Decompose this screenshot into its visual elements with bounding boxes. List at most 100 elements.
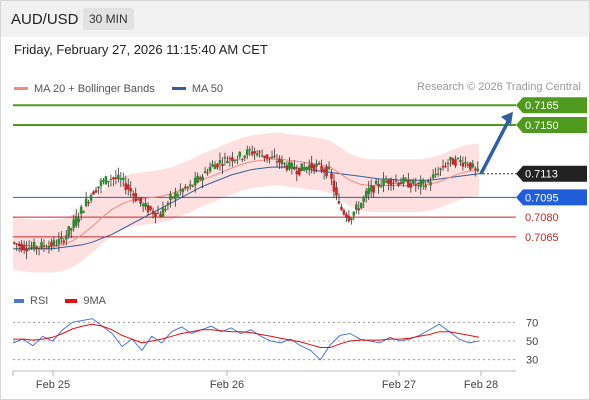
candle-body xyxy=(154,212,157,218)
candle-body xyxy=(273,155,276,157)
x-axis-label: Feb 28 xyxy=(464,379,498,391)
candle-body xyxy=(107,181,110,183)
candle-body xyxy=(119,178,123,180)
candle-body xyxy=(37,247,41,249)
candle-body xyxy=(367,188,370,195)
candle-body xyxy=(17,243,21,247)
credit-text: Research © 2026 Trading Central xyxy=(416,81,581,93)
legend-ma20: MA 20 + Bollinger Bands xyxy=(14,83,155,95)
candle-body xyxy=(109,178,113,180)
candle-body xyxy=(258,151,261,153)
candle-body xyxy=(196,176,199,183)
candle-body xyxy=(179,189,182,191)
candle-body xyxy=(449,156,452,161)
candle-body xyxy=(436,173,440,175)
rsi-line xyxy=(12,318,480,361)
candle-body xyxy=(451,158,455,165)
candle-body xyxy=(141,203,145,207)
ma20-line xyxy=(12,158,480,247)
candle-body xyxy=(461,162,465,167)
legend-rsi-label: RSI xyxy=(30,295,49,307)
candle-body xyxy=(476,168,480,172)
candle-body xyxy=(283,163,286,165)
candle-body xyxy=(362,197,366,202)
candle-body xyxy=(379,186,383,188)
candle-body xyxy=(139,197,142,204)
candle-body xyxy=(82,211,85,213)
candle-body xyxy=(32,241,36,250)
candle-body xyxy=(176,194,180,197)
candle-body xyxy=(471,163,475,168)
candle-body xyxy=(310,162,313,169)
candle-body xyxy=(340,206,343,210)
candle-body xyxy=(464,162,467,164)
candle-body xyxy=(429,182,432,186)
bollinger-band xyxy=(13,132,479,273)
candle-body xyxy=(117,174,120,180)
candle-body xyxy=(144,202,147,207)
candle-body xyxy=(459,159,462,162)
x-axis-label: Feb 25 xyxy=(36,379,70,391)
candle-body xyxy=(129,188,133,192)
candle-body xyxy=(97,186,100,189)
candle-body xyxy=(268,157,271,159)
candle-body xyxy=(92,191,95,195)
candle-body xyxy=(253,151,256,154)
legend-ma50-label: MA 50 xyxy=(191,82,224,95)
candle-body xyxy=(12,242,16,244)
candle-body xyxy=(270,156,274,159)
candle-body xyxy=(169,193,172,201)
candle-body xyxy=(288,162,291,170)
candle-body xyxy=(208,166,212,172)
candle-body xyxy=(446,162,450,165)
candle-body xyxy=(394,180,398,182)
candle-body xyxy=(302,167,306,171)
candle-body xyxy=(315,164,318,167)
candle-body xyxy=(317,162,321,164)
candle-body xyxy=(124,183,128,191)
candle-body xyxy=(236,159,239,161)
candle-body xyxy=(397,182,400,186)
candle-body xyxy=(250,151,254,155)
legend-rsi-swatch xyxy=(14,299,24,303)
legend-ma20-label: MA 20 + Bollinger Bands xyxy=(34,82,155,95)
candle-body xyxy=(206,172,209,174)
legend-ma50-swatch xyxy=(171,87,186,90)
candle-body xyxy=(183,186,187,188)
candle-body xyxy=(50,242,53,247)
candle-body xyxy=(171,196,175,198)
candle-body xyxy=(201,176,204,181)
rsi-tick-label: 50 xyxy=(526,336,538,348)
candle-body xyxy=(469,162,472,170)
timeframe-badge[interactable]: 30 MIN xyxy=(83,8,134,30)
candle-body xyxy=(45,248,48,250)
candle-body xyxy=(355,204,358,210)
x-axis-label: Feb 26 xyxy=(210,379,244,391)
candle-body xyxy=(456,157,460,159)
candle-body xyxy=(307,165,311,170)
legend-9ma-label: 9MA xyxy=(83,295,107,307)
level-tag-0.7113 xyxy=(516,165,587,182)
candle-body xyxy=(285,165,289,171)
candle-body xyxy=(387,179,390,184)
candle-body xyxy=(305,167,309,170)
candle-body xyxy=(136,199,140,201)
rsi-tick-label: 70 xyxy=(526,317,538,329)
candle-body xyxy=(444,165,447,167)
candle-body xyxy=(22,244,26,251)
candle-body xyxy=(20,244,23,251)
candle-body xyxy=(439,168,442,170)
candle-body xyxy=(255,153,259,156)
candle-body xyxy=(89,194,93,201)
candle-body xyxy=(248,149,252,151)
candle-body xyxy=(278,158,281,163)
candle-body xyxy=(84,198,88,207)
candle-body xyxy=(473,168,477,170)
candle-body xyxy=(434,173,437,175)
candle-body xyxy=(297,168,301,175)
candle-body xyxy=(99,180,103,186)
candle-body xyxy=(47,246,51,249)
candle-body xyxy=(218,160,222,164)
candle-body xyxy=(94,190,98,193)
candle-body xyxy=(126,184,130,190)
